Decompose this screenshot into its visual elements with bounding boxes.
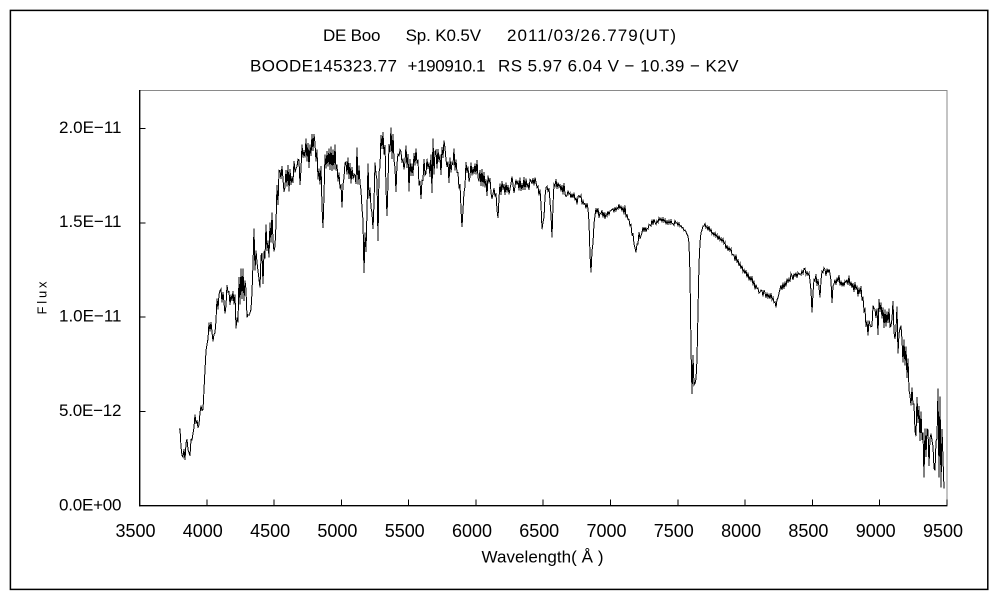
svg-text:8000: 8000 <box>721 521 761 541</box>
svg-text:1.5E−11: 1.5E−11 <box>59 212 122 231</box>
svg-text:3500: 3500 <box>116 521 156 541</box>
svg-text:6500: 6500 <box>519 521 559 541</box>
svg-text:2.0E−11: 2.0E−11 <box>59 118 122 137</box>
svg-text:Sp. K0.5V: Sp. K0.5V <box>406 26 482 45</box>
svg-text:9000: 9000 <box>856 521 896 541</box>
svg-text:4000: 4000 <box>183 521 223 541</box>
svg-text:5000: 5000 <box>317 521 357 541</box>
svg-text:Flux: Flux <box>35 281 50 315</box>
svg-text:RS 5.97 6.04 V − 10.39 − K2V: RS 5.97 6.04 V − 10.39 − K2V <box>498 57 739 76</box>
svg-text:1.0E−11: 1.0E−11 <box>59 307 122 326</box>
svg-text:5500: 5500 <box>385 521 425 541</box>
svg-text:7500: 7500 <box>654 521 694 541</box>
svg-text:DE Boo: DE Boo <box>323 26 381 45</box>
svg-text:BOODE145323.77: BOODE145323.77 <box>250 57 397 76</box>
svg-text:8500: 8500 <box>788 521 828 541</box>
svg-text:7000: 7000 <box>587 521 627 541</box>
svg-text:9500: 9500 <box>923 521 963 541</box>
svg-text:4500: 4500 <box>250 521 290 541</box>
svg-text:0.0E+00: 0.0E+00 <box>59 495 122 514</box>
svg-text:6000: 6000 <box>452 521 492 541</box>
svg-text:2011/03/26.779(UT): 2011/03/26.779(UT) <box>507 26 676 45</box>
svg-text:5.0E−12: 5.0E−12 <box>59 401 122 420</box>
svg-text:Wavelength( Å ): Wavelength( Å ) <box>482 548 604 567</box>
svg-text:+190910.1: +190910.1 <box>408 57 486 76</box>
